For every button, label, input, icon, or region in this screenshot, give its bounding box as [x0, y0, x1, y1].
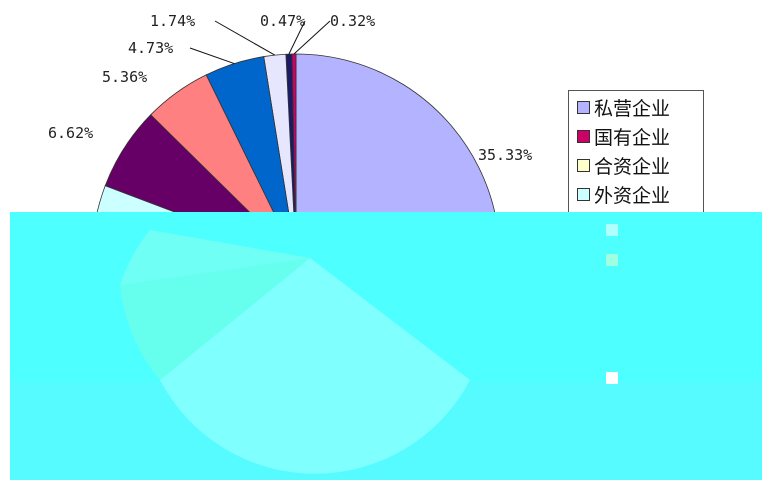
- slice-value-label: 5.36%: [102, 68, 147, 86]
- overlay-dot: [606, 372, 618, 384]
- legend-item: 合资企业: [577, 153, 671, 178]
- legend-label: 外资企业: [594, 184, 671, 207]
- slice-value-label: 0.47%: [260, 12, 305, 30]
- legend-label: 私营企业: [594, 97, 671, 120]
- slice-value-label: 35.33%: [478, 146, 532, 164]
- legend-item: 国有企业: [577, 124, 671, 149]
- slice-value-label: 6.62%: [48, 124, 93, 142]
- leader-line: [288, 20, 306, 55]
- legend-item: 私营企业: [577, 95, 671, 120]
- legend-swatch: [577, 129, 590, 143]
- leader-line: [189, 47, 235, 65]
- overlay-dot: [606, 224, 618, 236]
- legend-label: 国有企业: [594, 126, 671, 149]
- overlay-dot: [606, 254, 618, 266]
- slice-value-label: 4.73%: [128, 39, 173, 57]
- leader-line: [293, 20, 331, 55]
- legend-swatch: [577, 187, 590, 201]
- legend-swatch: [577, 158, 590, 172]
- pie-labels: 35.33%0.32%0.47%1.74%4.73%5.36%6.62%7.: [20, 12, 532, 228]
- slice-value-label: 0.32%: [330, 12, 375, 30]
- legend-label: 合资企业: [594, 155, 671, 178]
- legend-swatch: [577, 100, 590, 114]
- legend-item: 外资企业: [577, 182, 671, 207]
- leader-line: [214, 20, 276, 56]
- chart-legend: 私营企业 国有企业 合资企业 外资企业: [568, 90, 704, 220]
- slice-value-label: 1.74%: [150, 12, 195, 30]
